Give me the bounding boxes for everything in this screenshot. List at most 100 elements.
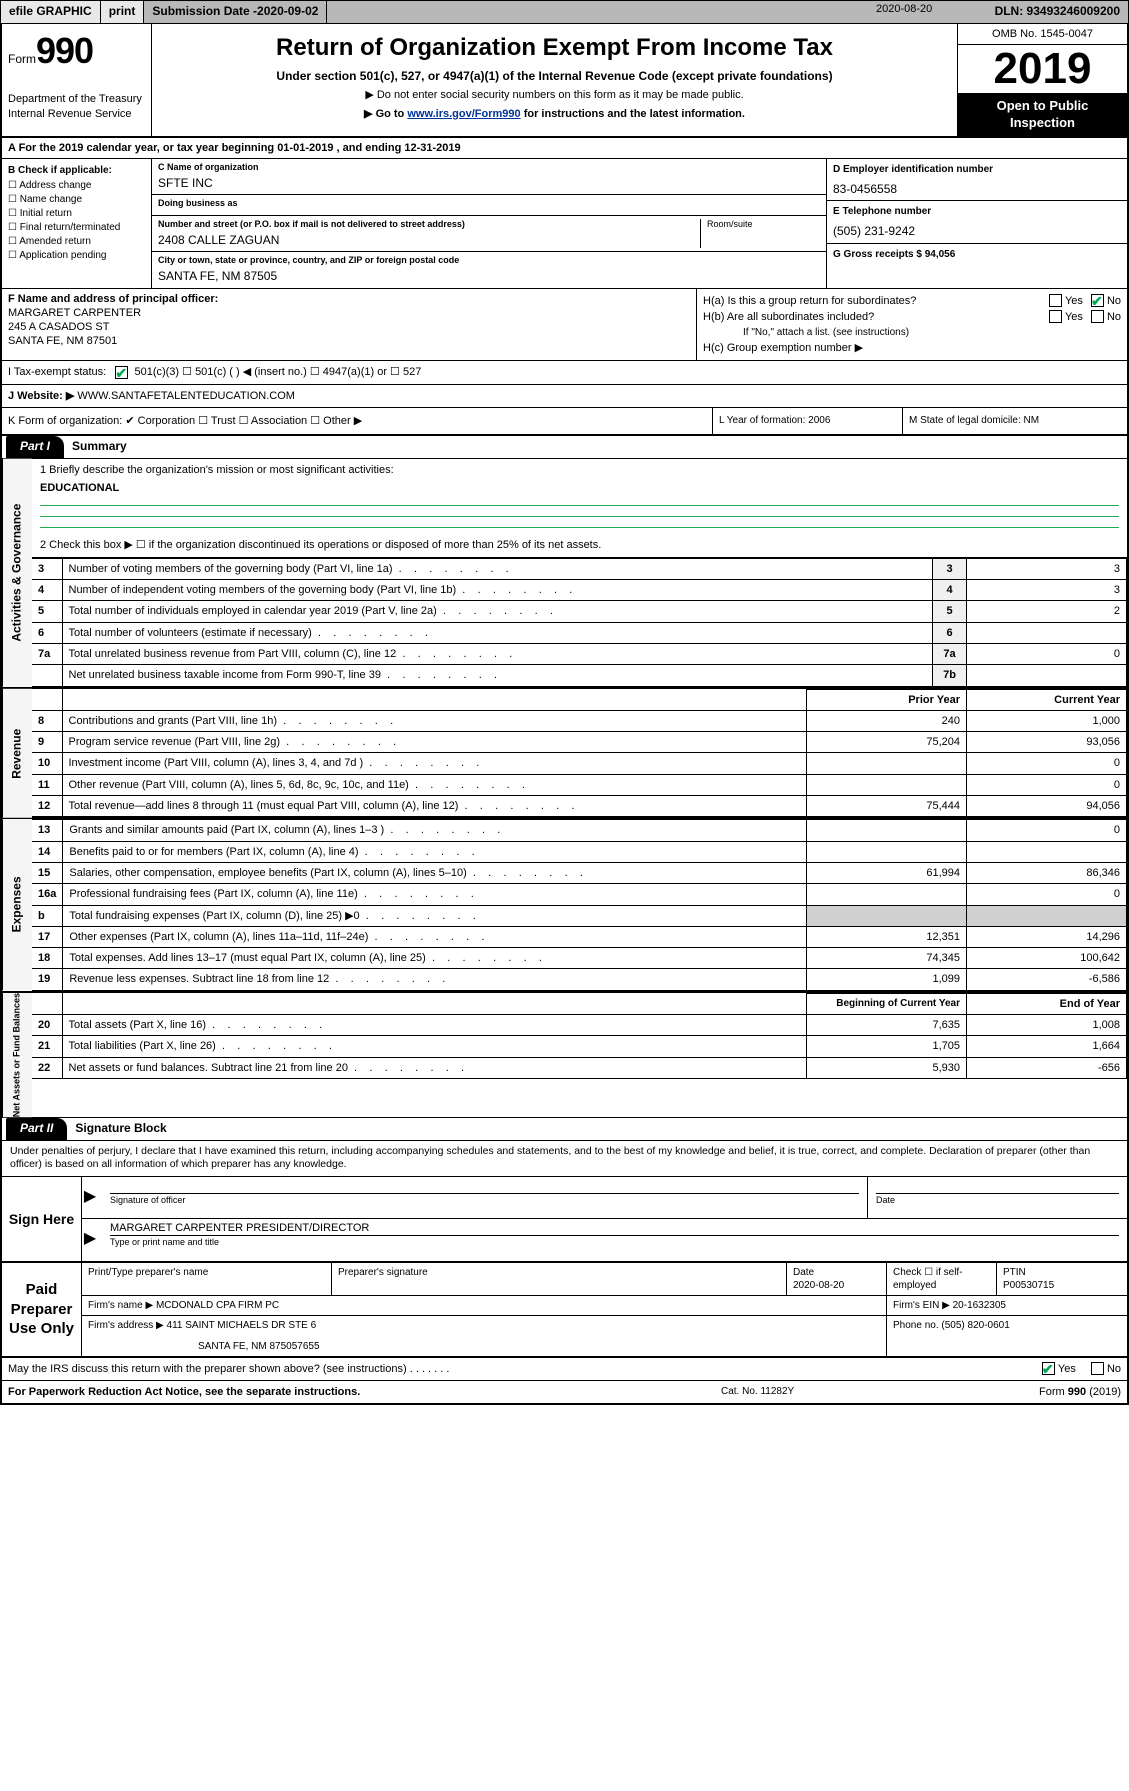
penalties-text: Under penalties of perjury, I declare th… <box>2 1141 1127 1177</box>
officer-name: MARGARET CARPENTER PRESIDENT/DIRECTOR <box>110 1221 369 1235</box>
e-value: (505) 231-9242 <box>833 224 1121 240</box>
hb-note: If "No," attach a list. (see instruction… <box>703 326 1121 339</box>
form-container: Form 990 Department of the Treasury Inte… <box>0 24 1129 1406</box>
part2-tab: Part II <box>6 1118 67 1140</box>
irs-label: Internal Revenue Service <box>8 107 145 121</box>
b-item[interactable]: ☐ Application pending <box>8 249 145 262</box>
omb-number: OMB No. 1545-0047 <box>958 24 1127 45</box>
section-b: B Check if applicable: ☐ Address change … <box>2 159 152 288</box>
firm-addr1: 411 SAINT MICHAELS DR STE 6 <box>167 1320 317 1331</box>
b-item[interactable]: ☐ Amended return <box>8 235 145 248</box>
section-f: F Name and address of principal officer:… <box>2 289 697 361</box>
j-label: J Website: ▶ <box>8 390 74 402</box>
print-button[interactable]: print <box>101 1 145 23</box>
top-bar: efile GRAPHIC print Submission Date - 20… <box>0 0 1129 24</box>
open-inspection: Open to PublicInspection <box>958 93 1127 136</box>
part2-header: Part II Signature Block <box>2 1118 1127 1141</box>
pra-notice: For Paperwork Reduction Act Notice, see … <box>8 1385 721 1399</box>
form-990-footer: 990 <box>1068 1386 1086 1398</box>
row-klm: K Form of organization: ✔ Corporation ☐ … <box>2 408 1127 436</box>
f-name: MARGARET CARPENTER <box>8 306 690 320</box>
prep-name-hdr: Print/Type preparer's name <box>88 1266 325 1279</box>
d-value: 83-0456558 <box>833 182 1121 198</box>
form-title: Return of Organization Exempt From Incom… <box>160 32 949 63</box>
irs-link[interactable]: www.irs.gov/Form990 <box>407 108 520 120</box>
firm-name: MCDONALD CPA FIRM PC <box>156 1300 279 1311</box>
prep-date-hdr: Date <box>793 1266 880 1279</box>
table-row: 21Total liabilities (Part X, line 26)1,7… <box>32 1036 1127 1057</box>
part1-tab: Part I <box>6 436 64 458</box>
header-mid: Return of Organization Exempt From Incom… <box>152 24 957 136</box>
vlabel-activities: Activities & Governance <box>2 459 32 687</box>
table-row: 13Grants and similar amounts paid (Part … <box>32 820 1127 841</box>
form-note-ssn: ▶ Do not enter social security numbers o… <box>160 88 949 102</box>
hb-yes-checkbox[interactable] <box>1049 310 1062 323</box>
footer-line: For Paperwork Reduction Act Notice, see … <box>2 1381 1127 1403</box>
vlabel-expenses: Expenses <box>2 819 32 990</box>
sig-officer-label: Signature of officer <box>110 1193 859 1207</box>
firm-addr2: SANTA FE, NM 875057655 <box>88 1340 880 1353</box>
c-city-label: City or town, state or province, country… <box>158 255 820 267</box>
c-room-label: Room/suite <box>700 219 820 248</box>
prep-sig-hdr: Preparer's signature <box>338 1266 780 1279</box>
vlabel-net-assets: Net Assets or Fund Balances <box>2 993 32 1117</box>
firm-ein-label: Firm's EIN ▶ <box>893 1300 950 1311</box>
arrow-icon: ▶ <box>84 1187 96 1208</box>
table-row: 14Benefits paid to or for members (Part … <box>32 841 1127 862</box>
form-note-link: ▶ Go to www.irs.gov/Form990 for instruct… <box>160 107 949 121</box>
c-city: SANTA FE, NM 87505 <box>158 269 820 285</box>
c-addr-label: Number and street (or P.O. box if mail i… <box>158 219 700 231</box>
ha-yes-checkbox[interactable] <box>1049 294 1062 307</box>
i-501c3-checkbox[interactable] <box>115 366 128 379</box>
section-c: C Name of organization SFTE INC Doing bu… <box>152 159 827 288</box>
c-name-label: C Name of organization <box>158 162 820 174</box>
discuss-text: May the IRS discuss this return with the… <box>8 1363 407 1375</box>
firm-addr-label: Firm's address ▶ <box>88 1320 164 1331</box>
d-label: D Employer identification number <box>833 163 1121 176</box>
table-row: 5Total number of individuals employed in… <box>32 601 1127 622</box>
form-subtitle: Under section 501(c), 527, or 4947(a)(1)… <box>160 69 949 85</box>
table-row: 6Total number of volunteers (estimate if… <box>32 622 1127 643</box>
paid-preparer-label: Paid Preparer Use Only <box>2 1263 82 1356</box>
l-year-formation: L Year of formation: 2006 <box>712 408 902 434</box>
sign-here-block: Sign Here ▶ Signature of officer 2020-08… <box>2 1177 1127 1263</box>
prep-self-emp[interactable]: Check ☐ if self-employed <box>887 1263 997 1295</box>
discuss-yes-checkbox[interactable] <box>1042 1362 1055 1375</box>
table-row: Net unrelated business taxable income fr… <box>32 665 1127 686</box>
b-item[interactable]: ☐ Final return/terminated <box>8 221 145 234</box>
summary-single-table: 3Number of voting members of the governi… <box>32 558 1127 687</box>
table-row: 4Number of independent voting members of… <box>32 580 1127 601</box>
table-row: 12Total revenue—add lines 8 through 11 (… <box>32 796 1127 817</box>
section-deg: D Employer identification number 83-0456… <box>827 159 1127 288</box>
revenue-section: Revenue Prior Year Current Year 8Contrib… <box>2 689 1127 820</box>
paid-preparer-block: Paid Preparer Use Only Print/Type prepar… <box>2 1263 1127 1358</box>
table-row: 17Other expenses (Part IX, column (A), l… <box>32 926 1127 947</box>
discuss-no-checkbox[interactable] <box>1091 1362 1104 1375</box>
b-item[interactable]: ☐ Address change <box>8 179 145 192</box>
line2-text: 2 Check this box ▶ ☐ if the organization… <box>40 538 1119 552</box>
sign-here-label: Sign Here <box>2 1177 82 1261</box>
net-assets-table: Beginning of Current Year End of Year 20… <box>32 993 1127 1079</box>
ha-label: H(a) Is this a group return for subordin… <box>703 294 1049 308</box>
b-item[interactable]: ☐ Initial return <box>8 207 145 220</box>
f-addr2: SANTA FE, NM 87501 <box>8 334 690 348</box>
j-website: WWW.SANTAFETALENTEDUCATION.COM <box>77 390 295 402</box>
firm-phone-label: Phone no. <box>893 1320 939 1331</box>
b-item[interactable]: ☐ Name change <box>8 193 145 206</box>
table-row: 7aTotal unrelated business revenue from … <box>32 643 1127 664</box>
arrow-icon: ▶ <box>84 1229 96 1250</box>
efile-graphic-button[interactable]: efile GRAPHIC <box>1 1 101 23</box>
table-row: 10Investment income (Part VIII, column (… <box>32 753 1127 774</box>
f-addr1: 245 A CASADOS ST <box>8 320 690 334</box>
ha-no-checkbox[interactable] <box>1091 294 1104 307</box>
i-label: I Tax-exempt status: <box>8 366 106 378</box>
hb-no-checkbox[interactable] <box>1091 310 1104 323</box>
tax-year: 2019 <box>958 45 1127 93</box>
table-row: 19Revenue less expenses. Subtract line 1… <box>32 969 1127 990</box>
f-label: F Name and address of principal officer: <box>8 292 690 306</box>
table-row: 11Other revenue (Part VIII, column (A), … <box>32 774 1127 795</box>
i-options: 501(c)(3) ☐ 501(c) ( ) ◀ (insert no.) ☐ … <box>134 366 421 378</box>
table-row: 22Net assets or fund balances. Subtract … <box>32 1057 1127 1078</box>
beg-year-header: Beginning of Current Year <box>807 993 967 1014</box>
part2-title: Signature Block <box>67 1118 174 1140</box>
